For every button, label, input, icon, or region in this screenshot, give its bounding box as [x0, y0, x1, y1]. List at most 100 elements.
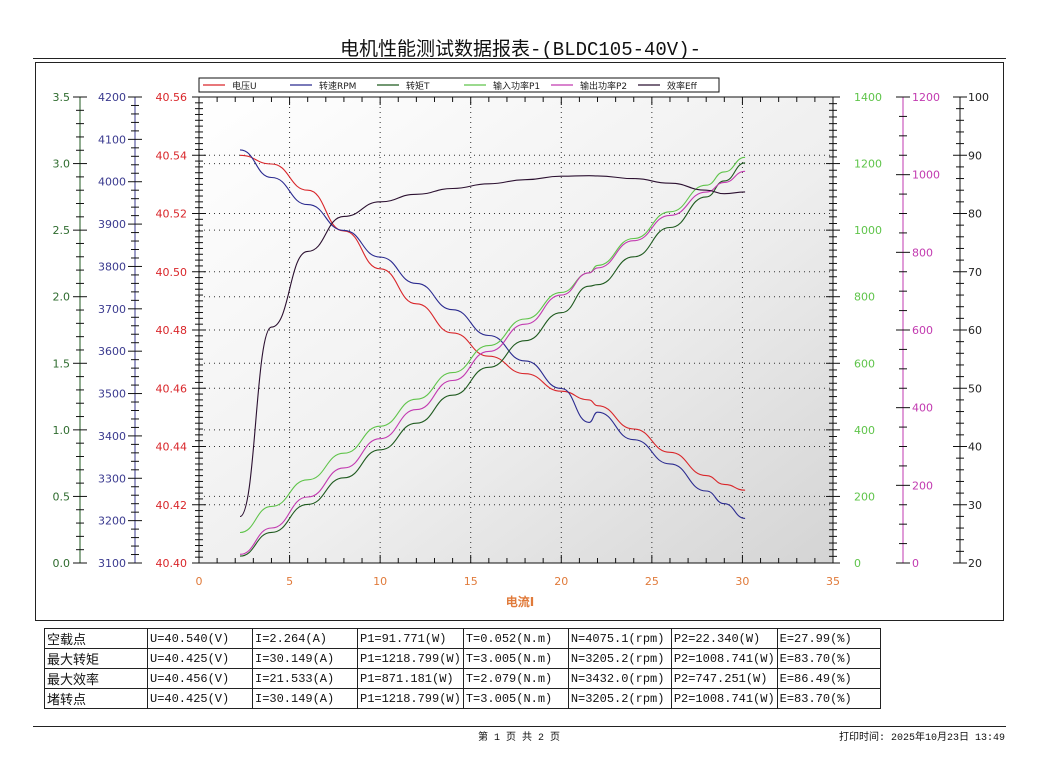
svg-text:4000: 4000 — [98, 176, 126, 189]
svg-text:3900: 3900 — [98, 218, 126, 231]
table-cell: E=83.70(%) — [776, 648, 881, 669]
svg-text:40.54: 40.54 — [156, 149, 188, 162]
svg-text:4100: 4100 — [98, 133, 126, 146]
svg-text:3300: 3300 — [98, 472, 126, 485]
table-row: 空载点 U=40.540(V) I=2.264(A) P1=91.771(W) T=0.… — [44, 628, 881, 649]
table-cell: P1=91.771(W) — [357, 628, 464, 649]
chart-legend: 电压U 转速RPM 转矩T 输入功率P1 输出功率P2 效率Eff — [198, 77, 720, 93]
svg-text:40.40: 40.40 — [156, 557, 188, 570]
svg-text:30: 30 — [968, 499, 982, 512]
svg-text:0.5: 0.5 — [53, 490, 71, 503]
svg-text:1.0: 1.0 — [53, 424, 71, 437]
svg-text:输入功率P1: 输入功率P1 — [493, 80, 540, 92]
svg-text:10: 10 — [373, 575, 387, 588]
svg-text:3700: 3700 — [98, 303, 126, 316]
table-cell: T=3.005(N.m) — [462, 648, 569, 669]
svg-text:转矩T: 转矩T — [406, 80, 430, 92]
series-line — [239, 154, 746, 491]
title-divider — [33, 58, 1006, 59]
footer-divider — [33, 726, 1006, 727]
svg-text:转速RPM: 转速RPM — [319, 80, 356, 92]
svg-text:0: 0 — [854, 557, 861, 570]
table-cell: P2=1008.741(W) — [670, 688, 778, 709]
table-cell: I=30.149(A) — [252, 648, 358, 669]
series-line — [239, 175, 746, 518]
row-label: 空载点 — [44, 628, 148, 649]
svg-text:800: 800 — [854, 291, 875, 304]
report-title: 电机性能测试数据报表-(BLDC105-40V)- — [339, 39, 702, 61]
table-cell: P1=871.181(W) — [357, 668, 464, 689]
svg-text:40.44: 40.44 — [156, 441, 188, 454]
table-cell: T=0.052(N.m) — [462, 628, 569, 649]
svg-text:20: 20 — [554, 575, 568, 588]
svg-text:3.5: 3.5 — [53, 91, 71, 104]
svg-text:效率Eff: 效率Eff — [667, 80, 698, 92]
svg-text:3800: 3800 — [98, 260, 126, 273]
svg-text:3400: 3400 — [98, 430, 126, 443]
svg-text:1400: 1400 — [854, 91, 882, 104]
svg-text:2.5: 2.5 — [53, 224, 71, 237]
svg-text:0: 0 — [196, 575, 203, 588]
svg-text:4200: 4200 — [98, 91, 126, 104]
table-row: 最大效率 U=40.456(V) I=21.533(A) P1=871.181(W) T… — [44, 668, 881, 689]
row-label: 最大转矩 — [44, 648, 148, 669]
table-cell: U=40.456(V) — [147, 668, 253, 689]
table-cell: N=4075.1(rpm) — [567, 628, 672, 649]
table-cell: T=2.079(N.m) — [462, 668, 569, 689]
svg-text:70: 70 — [968, 266, 982, 279]
svg-text:60: 60 — [968, 324, 982, 337]
svg-text:80: 80 — [968, 208, 982, 221]
table-cell: N=3205.2(rpm) — [567, 688, 672, 709]
row-label: 最大效率 — [44, 668, 148, 689]
table-cell: E=86.49(%) — [776, 668, 881, 689]
data-series — [239, 149, 746, 557]
svg-text:400: 400 — [854, 424, 875, 437]
table-cell: E=83.70(%) — [776, 688, 881, 709]
svg-text:20: 20 — [968, 557, 982, 570]
series-line — [239, 170, 746, 555]
summary-table: 空载点 U=40.540(V) I=2.264(A) P1=91.771(W) T=0.… — [44, 628, 881, 709]
svg-text:3600: 3600 — [98, 345, 126, 358]
svg-text:1200: 1200 — [854, 158, 882, 171]
svg-text:600: 600 — [912, 324, 933, 337]
svg-text:40.52: 40.52 — [156, 208, 188, 221]
table-cell: N=3432.0(rpm) — [567, 668, 672, 689]
svg-text:1000: 1000 — [912, 169, 940, 182]
chart-frame — [35, 62, 1004, 621]
table-cell: P2=747.251(W) — [670, 668, 778, 689]
svg-text:800: 800 — [912, 246, 933, 259]
svg-text:2.0: 2.0 — [53, 291, 71, 304]
svg-text:3500: 3500 — [98, 388, 126, 401]
table-cell: P2=1008.741(W) — [670, 648, 778, 669]
svg-text:3200: 3200 — [98, 515, 126, 528]
svg-text:25: 25 — [645, 575, 659, 588]
svg-text:600: 600 — [854, 357, 875, 370]
table-cell: U=40.425(V) — [147, 688, 253, 709]
page-info: 第 1 页 共 2 页 — [478, 733, 561, 744]
svg-text:1.5: 1.5 — [53, 357, 71, 370]
table-row: 最大转矩 U=40.425(V) I=30.149(A) P1=1218.799(W)… — [44, 648, 881, 669]
table-cell: E=27.99(%) — [776, 628, 881, 649]
svg-text:0: 0 — [912, 557, 919, 570]
svg-text:100: 100 — [968, 91, 989, 104]
table-cell: I=2.264(A) — [252, 628, 358, 649]
svg-text:5: 5 — [286, 575, 293, 588]
table-cell: U=40.425(V) — [147, 648, 253, 669]
svg-text:400: 400 — [912, 402, 933, 415]
svg-text:30: 30 — [735, 575, 749, 588]
svg-text:15: 15 — [464, 575, 478, 588]
svg-text:0.0: 0.0 — [53, 557, 71, 570]
svg-text:40.50: 40.50 — [156, 266, 188, 279]
table-cell: N=3205.2(rpm) — [567, 648, 672, 669]
svg-text:1000: 1000 — [854, 224, 882, 237]
svg-text:3100: 3100 — [98, 557, 126, 570]
svg-text:输出功率P2: 输出功率P2 — [580, 80, 627, 92]
series-line — [239, 156, 746, 534]
svg-text:40: 40 — [968, 441, 982, 454]
series-line — [239, 149, 746, 519]
table-cell: P1=1218.799(W) — [357, 688, 464, 709]
table-cell: I=21.533(A) — [252, 668, 358, 689]
svg-text:200: 200 — [912, 479, 933, 492]
svg-text:1200: 1200 — [912, 91, 940, 104]
svg-text:3.0: 3.0 — [53, 158, 71, 171]
